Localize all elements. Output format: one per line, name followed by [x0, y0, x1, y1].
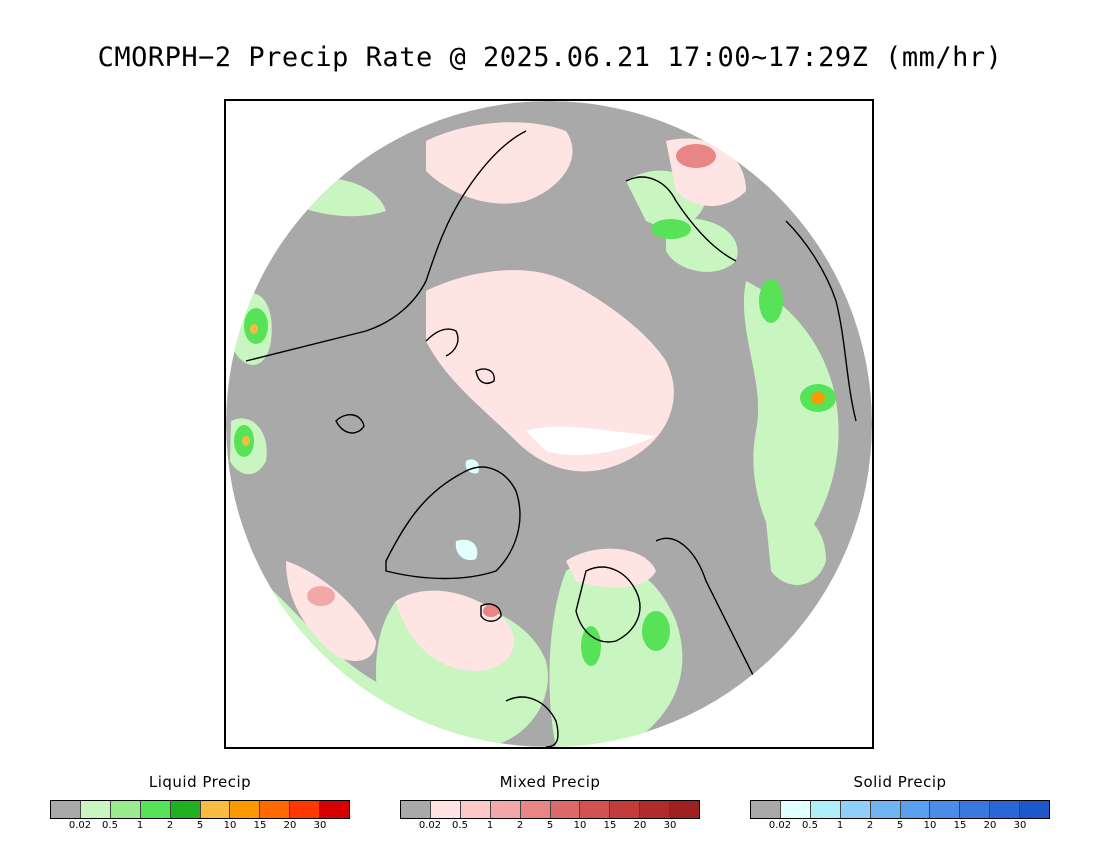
legend-swatch [840, 801, 871, 818]
legend-mixed-precip: Mixed Precip 0.02 0.5 1 2 5 10 15 20 30 [400, 772, 700, 834]
map-frame[interactable] [224, 99, 874, 749]
legend-solid-precip: Solid Precip 0.02 0.5 1 2 5 10 15 20 30 [750, 772, 1050, 834]
legend-tick-label: 5 [896, 820, 904, 831]
legend-swatch [80, 801, 111, 818]
legend-tick-label: 30 [663, 820, 677, 831]
legend-tick-label: 0.5 [802, 820, 818, 831]
legend-swatch [550, 801, 581, 818]
legend-swatch [900, 801, 931, 818]
legend-swatch [610, 801, 641, 818]
legend-swatch [260, 801, 291, 818]
legend-tick-labels: 0.02 0.5 1 2 5 10 15 20 30 [400, 820, 700, 834]
legend-tick-label: 10 [223, 820, 237, 831]
legend-swatch [580, 801, 611, 818]
legend-swatch [990, 801, 1021, 818]
legend-swatch [430, 801, 461, 818]
legend-tick-label: 1 [486, 820, 494, 831]
precip-map[interactable] [226, 101, 872, 747]
heavier-mixed-cells [307, 144, 716, 617]
heavy-liquid-cells [234, 219, 836, 666]
legend-tick-label: 20 [983, 820, 997, 831]
legend-swatch [170, 801, 201, 818]
legend-tick-label: 5 [196, 820, 204, 831]
legend-title: Liquid Precip [148, 773, 252, 791]
legend-tick-label: 1 [136, 820, 144, 831]
legend-swatch [960, 801, 991, 818]
legend-tick-label: 0.02 [768, 820, 792, 831]
legend-tick-label: 15 [953, 820, 967, 831]
legend-swatch [401, 801, 431, 818]
legend-tick-label: 0.5 [452, 820, 468, 831]
legend-swatch [780, 801, 811, 818]
legend-tick-label: 10 [573, 820, 587, 831]
legend-swatch [320, 801, 350, 818]
legend-tick-label: 2 [166, 820, 174, 831]
legend-tick-label: 20 [633, 820, 647, 831]
legend-swatch [930, 801, 961, 818]
legend-tick-labels: 0.02 0.5 1 2 5 10 15 20 30 [50, 820, 350, 834]
legend-tick-label: 15 [253, 820, 267, 831]
legend-swatch [230, 801, 261, 818]
legend-swatch [290, 801, 321, 818]
legend-swatch [490, 801, 521, 818]
coastlines [245, 130, 857, 747]
legend-swatch [870, 801, 901, 818]
legend-tick-label: 10 [923, 820, 937, 831]
legend-swatch [670, 801, 700, 818]
legend-swatch [200, 801, 231, 818]
legend-tick-label: 5 [546, 820, 554, 831]
legend-swatch [810, 801, 841, 818]
legend-swatch [1020, 801, 1050, 818]
pole-no-data [526, 426, 656, 456]
legend-title: Solid Precip [853, 773, 947, 791]
legend-tick-label: 2 [866, 820, 874, 831]
legend-tick-label: 0.02 [68, 820, 92, 831]
legend-tick-label: 0.02 [418, 820, 442, 831]
legend-swatch [460, 801, 491, 818]
legend-swatch [110, 801, 141, 818]
legend-swatch [751, 801, 781, 818]
legend-tick-label: 0.5 [102, 820, 118, 831]
legend-swatch [51, 801, 81, 818]
legend-tick-label: 30 [1013, 820, 1027, 831]
legend-swatch [640, 801, 671, 818]
legend-color-bar [50, 800, 350, 819]
legend-tick-label: 20 [283, 820, 297, 831]
legend-tick-labels: 0.02 0.5 1 2 5 10 15 20 30 [750, 820, 1050, 834]
legend-swatch [140, 801, 171, 818]
legend-color-bar [750, 800, 1050, 819]
legend-tick-label: 15 [603, 820, 617, 831]
legend-tick-label: 2 [516, 820, 524, 831]
map-title: CMORPH−2 Precip Rate @ 2025.06.21 17:00~… [97, 42, 1003, 73]
legend-title: Mixed Precip [499, 773, 601, 791]
legend-swatch [520, 801, 551, 818]
legend-liquid-precip: Liquid Precip 0.02 0.5 1 2 5 10 15 20 30 [50, 772, 350, 834]
legend-tick-label: 30 [313, 820, 327, 831]
legend-tick-label: 1 [836, 820, 844, 831]
legend-color-bar [400, 800, 700, 819]
